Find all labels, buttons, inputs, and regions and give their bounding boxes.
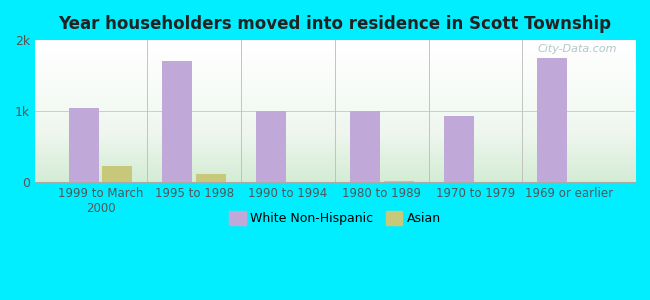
Bar xyxy=(256,111,286,182)
Bar xyxy=(384,181,414,182)
Text: City-Data.com: City-Data.com xyxy=(538,44,617,54)
Bar xyxy=(103,166,133,182)
Title: Year householders moved into residence in Scott Township: Year householders moved into residence i… xyxy=(58,15,612,33)
Bar xyxy=(444,116,474,182)
Legend: White Non-Hispanic, Asian: White Non-Hispanic, Asian xyxy=(224,207,446,230)
Bar xyxy=(350,111,380,182)
Bar xyxy=(538,58,567,182)
Bar xyxy=(69,108,99,182)
Bar xyxy=(196,174,226,182)
Bar xyxy=(162,61,192,182)
